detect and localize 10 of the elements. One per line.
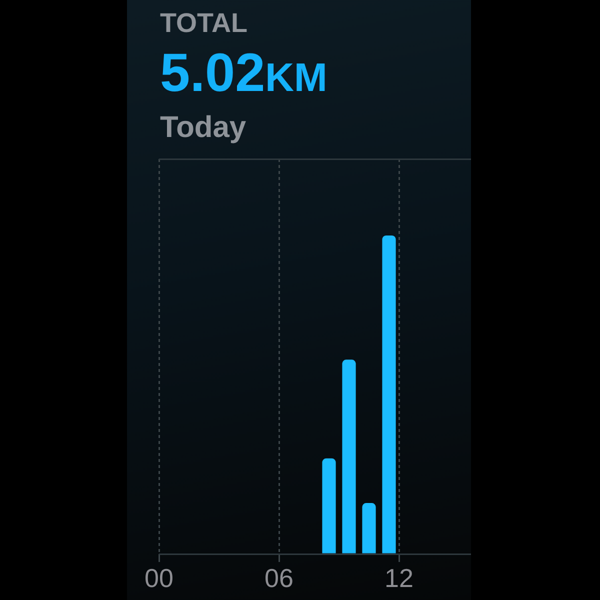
x-tick-label: 12 bbox=[384, 562, 414, 593]
bar bbox=[322, 458, 336, 554]
bar bbox=[362, 503, 376, 554]
text: 5.02KM bbox=[160, 43, 328, 103]
x-tick-label: 06 bbox=[264, 562, 294, 593]
bar bbox=[382, 235, 396, 554]
chart-title: TOTAL bbox=[160, 8, 248, 38]
chart-subtitle: Today bbox=[160, 111, 246, 144]
x-tick-label: 00 bbox=[144, 562, 174, 593]
bar bbox=[342, 360, 356, 554]
